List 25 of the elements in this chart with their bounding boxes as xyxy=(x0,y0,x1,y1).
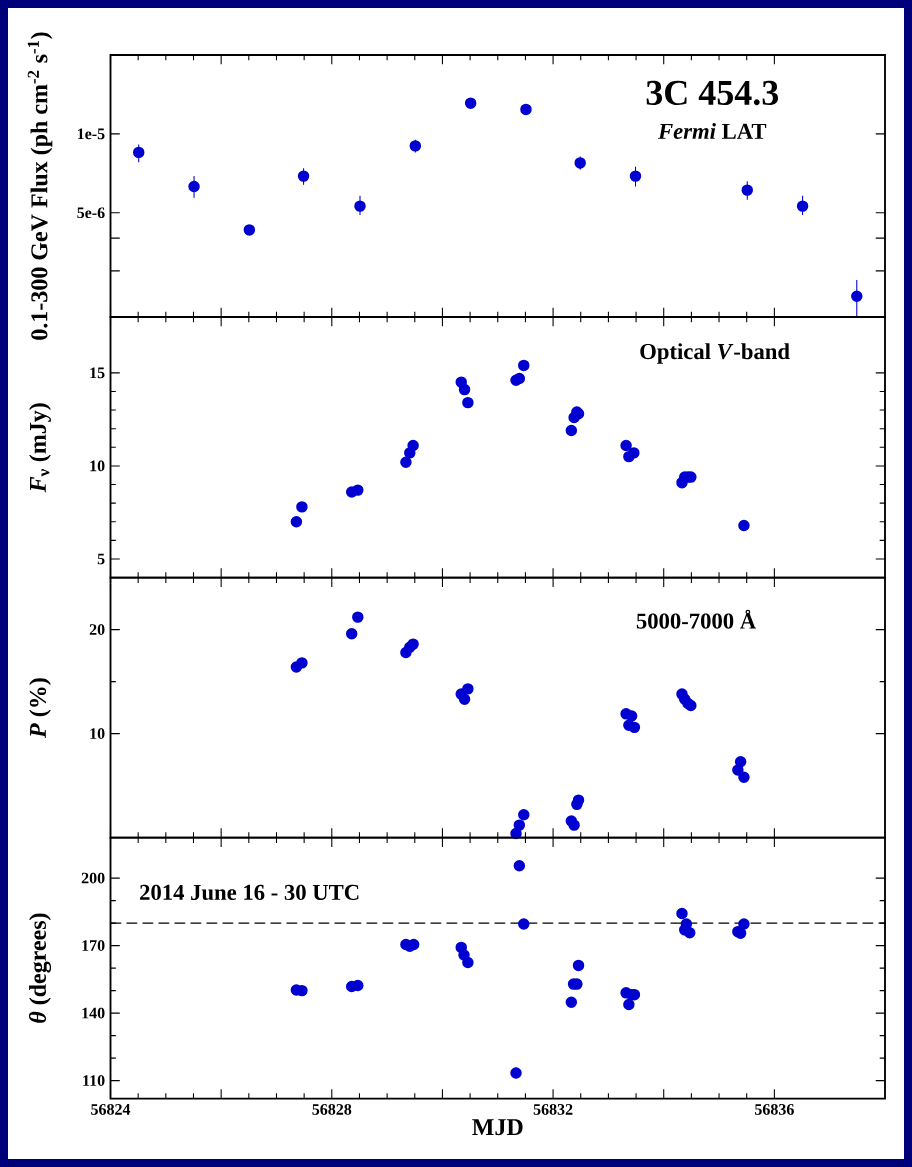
y-tick-label: 140 xyxy=(82,1007,105,1019)
y-tick-label: 5e-6 xyxy=(77,207,105,219)
y-axis-title: 0.1-300 GeV Flux (ph cm$^{-2}$ s$^{-1}$) xyxy=(27,32,53,340)
x-axis-title: MJD xyxy=(472,1119,523,1136)
annotation: 3C 454.3 xyxy=(646,80,779,106)
y-tick-label: 170 xyxy=(82,940,105,951)
y-tick-label: 10 xyxy=(90,460,105,472)
y-tick-label: 1e-5 xyxy=(77,128,105,140)
annotation: Optical V-band xyxy=(640,343,790,364)
y-tick-label: 20 xyxy=(89,624,105,635)
x-tick-label: 56824 xyxy=(91,1103,131,1115)
y-tick-label: 110 xyxy=(83,1075,105,1086)
y-tick-label: 15 xyxy=(90,367,105,379)
annotation: 5000-7000 Å xyxy=(636,609,756,629)
y-tick-label: 5 xyxy=(97,553,105,565)
y-tick-label: 200 xyxy=(81,872,105,884)
y-axis-title: θ (degrees) xyxy=(28,913,52,1023)
x-tick-label: 56836 xyxy=(755,1103,794,1115)
y-axis-title: F$_{ν}$ (mJy) xyxy=(29,403,51,493)
x-tick-label: 56828 xyxy=(312,1103,352,1115)
y-tick-label: 10 xyxy=(90,728,105,739)
annotation: 2014 June 16 - 30 UTC xyxy=(140,884,359,901)
y-axis-title: P (%) xyxy=(29,678,51,739)
annotation: Fermi LAT xyxy=(658,123,767,139)
x-tick-label: 56832 xyxy=(533,1103,573,1115)
